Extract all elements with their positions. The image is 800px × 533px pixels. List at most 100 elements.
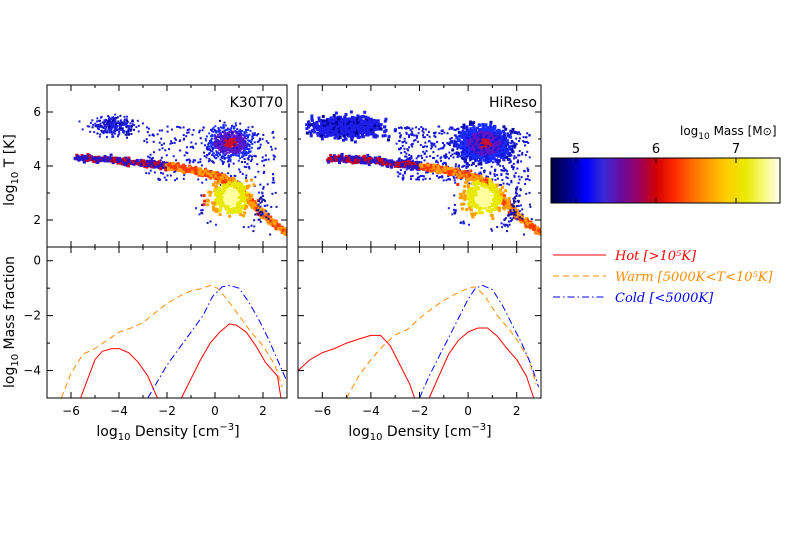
heatmap-cell (489, 151, 493, 155)
heatmap-cell (263, 208, 267, 212)
heatmap-cell (466, 139, 470, 143)
heatmap-cell (202, 126, 205, 129)
heatmap-cell (262, 187, 265, 190)
heatmap-cell (405, 168, 408, 171)
heatmap-cell (83, 156, 87, 160)
heatmap-cell (492, 157, 496, 161)
heatmap-cell (119, 127, 122, 130)
heatmap-cell (468, 154, 472, 158)
heatmap-cell (230, 180, 234, 184)
heatmap-cell (257, 170, 260, 173)
heatmap-cell (213, 181, 217, 185)
heatmap-cell (166, 125, 169, 128)
heatmap-cell (206, 174, 210, 178)
heatmap-cell (329, 123, 333, 127)
heatmap-cell (356, 115, 360, 119)
heatmap-cell (123, 115, 126, 118)
heatmap-cell (472, 137, 476, 141)
heatmap-cell (475, 149, 478, 152)
heatmap-cell (214, 192, 218, 196)
heatmap-cell (245, 186, 249, 190)
heatmap-cell (229, 143, 232, 146)
heatmap-cell (89, 130, 92, 133)
heatmap-cell (125, 125, 128, 128)
heatmap-cell (226, 205, 230, 209)
heatmap-cell (124, 133, 127, 136)
heatmap-cell (363, 119, 367, 123)
heatmap-cell (125, 131, 128, 134)
heatmap-cell (356, 119, 360, 123)
heatmap-cell (474, 128, 478, 132)
heatmap-cell (234, 130, 237, 133)
heatmap-cell (209, 173, 213, 177)
heatmap-cell (113, 125, 116, 128)
heatmap-cell (494, 148, 497, 151)
heatmap-cell (219, 141, 222, 144)
heatmap-cell (219, 134, 222, 137)
heatmap-cell (210, 146, 213, 149)
heatmap-cell (370, 132, 374, 136)
heatmap-cell (258, 191, 261, 194)
heatmap-cell (263, 199, 266, 202)
heatmap-cell (206, 148, 209, 151)
heatmap-cell (98, 119, 101, 122)
heatmap-cell (458, 144, 462, 148)
heatmap-cell (210, 201, 214, 205)
heatmap-cell (237, 144, 240, 147)
heatmap-cell (178, 126, 181, 129)
heatmap-cell (222, 188, 226, 192)
heatmap-cell (221, 146, 224, 149)
heatmap-cell (469, 142, 473, 146)
heatmap-cell (322, 123, 326, 127)
heatmap-cell (191, 166, 195, 170)
heatmap-cell (235, 192, 239, 196)
heatmap-cell (323, 121, 327, 125)
heatmap-cell (119, 161, 123, 165)
heatmap-cell (126, 136, 129, 139)
heatmap-cell (361, 114, 365, 118)
heatmap-cell (178, 165, 182, 169)
heatmap-cell (329, 126, 333, 130)
heatmap-cell (168, 164, 172, 168)
heatmap-cell (415, 126, 418, 129)
heatmap-cell (227, 142, 230, 145)
heatmap-cell (127, 132, 130, 135)
heatmap-cell (306, 121, 310, 125)
heatmap-cell (216, 154, 219, 157)
heatmap-cell (114, 119, 117, 122)
heatmap-cell (191, 133, 194, 136)
heatmap-cell (77, 158, 81, 162)
heatmap-cell (501, 139, 504, 142)
heatmap-cell (235, 206, 239, 210)
heatmap-cell (493, 126, 497, 130)
heatmap-cell (201, 129, 204, 132)
heatmap-cell (80, 155, 84, 159)
heatmap-cell (103, 125, 106, 128)
heatmap-cell (473, 130, 477, 134)
heatmap-cell (364, 126, 368, 130)
heatmap-cell (229, 205, 233, 209)
heatmap-cell (360, 120, 364, 124)
heatmap-cell (358, 117, 362, 121)
heatmap-cell (261, 212, 264, 215)
heatmap-cell (226, 128, 229, 131)
heatmap-cell (241, 152, 244, 155)
heatmap-cell (194, 142, 197, 145)
heatmap-cell (451, 148, 455, 152)
heatmap-cell (262, 186, 265, 189)
heatmap-cell (211, 171, 215, 175)
heatmap-cell (228, 130, 231, 133)
heatmap-cell (479, 156, 483, 160)
heatmap-cell (207, 172, 211, 176)
heatmap-cell (127, 156, 131, 160)
heatmap-cell (482, 145, 486, 149)
heatmap-cell (271, 224, 275, 228)
heatmap-cell (476, 145, 480, 149)
heatmap-cell (239, 193, 243, 197)
heatmap-cell (245, 174, 248, 177)
heatmap-cell (481, 123, 485, 127)
heatmap-cell (94, 157, 98, 161)
heatmap-cell (219, 126, 222, 129)
heatmap-cell (237, 138, 240, 141)
heatmap-cell (239, 122, 242, 125)
